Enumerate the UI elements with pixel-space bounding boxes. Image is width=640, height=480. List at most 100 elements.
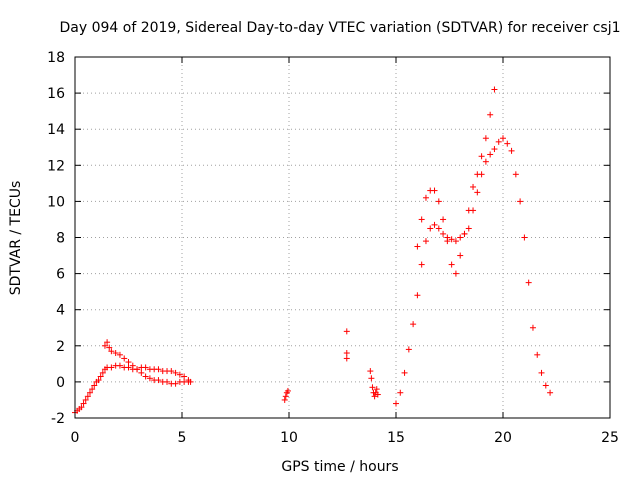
data-point bbox=[95, 377, 102, 384]
data-point bbox=[495, 138, 502, 145]
y-tick-label: 6 bbox=[56, 267, 65, 283]
data-point bbox=[82, 396, 89, 403]
data-point bbox=[448, 236, 455, 243]
data-point bbox=[461, 230, 468, 237]
data-point bbox=[108, 364, 115, 371]
data-point bbox=[374, 391, 381, 398]
data-point bbox=[414, 243, 421, 250]
data-point bbox=[146, 375, 153, 382]
data-point bbox=[343, 328, 350, 335]
data-point bbox=[482, 158, 489, 165]
data-point bbox=[542, 382, 549, 389]
data-point bbox=[538, 369, 545, 376]
data-point bbox=[125, 364, 132, 371]
data-point bbox=[512, 171, 519, 178]
data-point bbox=[410, 321, 417, 328]
data-point bbox=[422, 238, 429, 245]
data-point bbox=[534, 351, 541, 358]
y-tick-label: 18 bbox=[47, 50, 65, 66]
data-point bbox=[470, 183, 477, 190]
data-point bbox=[185, 378, 192, 385]
data-point bbox=[142, 364, 149, 371]
data-point bbox=[393, 400, 399, 407]
data-point bbox=[343, 355, 350, 362]
data-point bbox=[401, 369, 408, 376]
data-point bbox=[116, 362, 123, 369]
x-tick-label: 5 bbox=[178, 430, 187, 446]
data-point bbox=[97, 373, 104, 380]
data-point bbox=[172, 380, 179, 387]
data-point bbox=[142, 373, 149, 380]
y-tick-label: -2 bbox=[51, 411, 65, 427]
data-point bbox=[138, 369, 145, 376]
data-point bbox=[281, 396, 288, 403]
data-point bbox=[367, 368, 374, 375]
data-point bbox=[508, 147, 515, 154]
data-point bbox=[168, 368, 175, 375]
data-point bbox=[176, 371, 183, 378]
data-point bbox=[452, 238, 459, 245]
data-point bbox=[129, 362, 136, 369]
data-point bbox=[448, 261, 455, 268]
y-tick-label: 8 bbox=[56, 231, 65, 247]
data-point bbox=[78, 404, 85, 411]
data-point bbox=[91, 382, 98, 389]
data-point bbox=[491, 86, 498, 93]
data-point bbox=[89, 386, 96, 393]
data-point bbox=[181, 373, 188, 380]
data-point bbox=[418, 216, 425, 223]
data-point bbox=[86, 389, 93, 396]
x-tick-label: 10 bbox=[280, 430, 298, 446]
data-point bbox=[504, 140, 511, 147]
data-point bbox=[134, 366, 141, 373]
data-point bbox=[465, 225, 472, 232]
data-point bbox=[431, 221, 438, 228]
y-tick-label: 12 bbox=[47, 158, 65, 174]
ticks-layer: 0 5 10 15 20 25 -2 0 2 4 6 8 10 12 14 16 18 bbox=[47, 50, 619, 446]
y-tick-label: 4 bbox=[56, 303, 65, 319]
data-point bbox=[487, 151, 494, 158]
data-point bbox=[465, 207, 472, 214]
data-point bbox=[397, 389, 404, 396]
x-tick-label: 15 bbox=[387, 430, 405, 446]
data-point bbox=[427, 225, 434, 232]
data-point bbox=[435, 225, 442, 232]
data-point bbox=[84, 393, 91, 400]
data-point bbox=[405, 346, 412, 353]
data-point bbox=[121, 355, 128, 362]
data-point bbox=[99, 369, 106, 376]
chart-title: Day 094 of 2019, Sidereal Day-to-day VTE… bbox=[59, 20, 620, 36]
data-point bbox=[155, 377, 162, 384]
data-point bbox=[106, 344, 113, 351]
data-point bbox=[108, 348, 115, 355]
x-axis-label: GPS time / hours bbox=[281, 459, 398, 475]
data-point bbox=[373, 386, 380, 393]
data-point bbox=[125, 359, 132, 366]
y-axis-label: SDTVAR / TECUs bbox=[8, 181, 24, 296]
data-point bbox=[155, 366, 162, 373]
y-tick-label: 2 bbox=[56, 339, 65, 355]
y-tick-label: 10 bbox=[47, 194, 65, 210]
data-point bbox=[104, 339, 111, 346]
data-point bbox=[517, 198, 524, 205]
data-point bbox=[478, 153, 485, 160]
data-point bbox=[368, 375, 375, 382]
points-layer bbox=[72, 86, 554, 416]
data-point bbox=[440, 230, 447, 237]
x-tick-label: 25 bbox=[601, 430, 619, 446]
data-point bbox=[457, 234, 464, 241]
data-point bbox=[369, 384, 376, 391]
plot-frame bbox=[74, 56, 611, 419]
data-point bbox=[284, 387, 291, 394]
data-point bbox=[371, 393, 378, 400]
data-point bbox=[547, 389, 554, 396]
data-point bbox=[482, 135, 489, 142]
x-tick-label: 20 bbox=[494, 430, 512, 446]
data-point bbox=[431, 187, 438, 194]
data-point bbox=[529, 324, 536, 331]
data-point bbox=[418, 261, 425, 268]
data-point bbox=[172, 369, 179, 376]
y-tick-label: 14 bbox=[47, 122, 65, 138]
data-point bbox=[414, 292, 421, 299]
